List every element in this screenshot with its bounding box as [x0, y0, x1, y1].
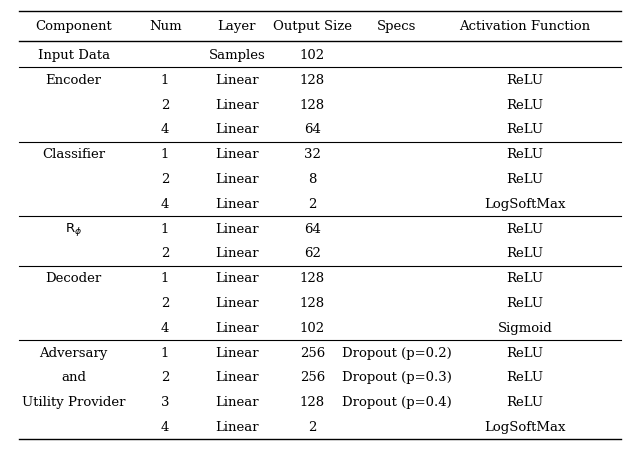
Text: 102: 102: [300, 49, 325, 62]
Text: Linear: Linear: [215, 74, 259, 87]
Text: Layer: Layer: [218, 20, 256, 33]
Text: Linear: Linear: [215, 346, 259, 359]
Text: Linear: Linear: [215, 272, 259, 285]
Text: 62: 62: [304, 247, 321, 260]
Text: Linear: Linear: [215, 198, 259, 210]
Text: 4: 4: [161, 321, 170, 334]
Text: ReLU: ReLU: [506, 346, 543, 359]
Text: 4: 4: [161, 198, 170, 210]
Text: 128: 128: [300, 396, 325, 408]
Text: 2: 2: [161, 99, 170, 111]
Text: ReLU: ReLU: [506, 123, 543, 136]
Text: 1: 1: [161, 272, 170, 285]
Text: Linear: Linear: [215, 321, 259, 334]
Text: 1: 1: [161, 346, 170, 359]
Text: 2: 2: [161, 371, 170, 384]
Text: 1: 1: [161, 222, 170, 235]
Text: Linear: Linear: [215, 123, 259, 136]
Text: Encoder: Encoder: [45, 74, 102, 87]
Text: Sigmoid: Sigmoid: [497, 321, 552, 334]
Text: Linear: Linear: [215, 297, 259, 309]
Text: 3: 3: [161, 396, 170, 408]
Text: Linear: Linear: [215, 371, 259, 384]
Text: ReLU: ReLU: [506, 74, 543, 87]
Text: ReLU: ReLU: [506, 371, 543, 384]
Text: Classifier: Classifier: [42, 148, 105, 161]
Text: Linear: Linear: [215, 247, 259, 260]
Text: 128: 128: [300, 74, 325, 87]
Text: Linear: Linear: [215, 222, 259, 235]
Text: ReLU: ReLU: [506, 173, 543, 186]
Text: Samples: Samples: [209, 49, 265, 62]
Text: Dropout (p=0.4): Dropout (p=0.4): [342, 396, 452, 408]
Text: ReLU: ReLU: [506, 247, 543, 260]
Text: Num: Num: [149, 20, 181, 33]
Text: Utility Provider: Utility Provider: [22, 396, 125, 408]
Text: 64: 64: [304, 222, 321, 235]
Text: Decoder: Decoder: [45, 272, 102, 285]
Text: Dropout (p=0.2): Dropout (p=0.2): [342, 346, 452, 359]
Text: 64: 64: [304, 123, 321, 136]
Text: 8: 8: [308, 173, 317, 186]
Text: Input Data: Input Data: [38, 49, 109, 62]
Text: Activation Function: Activation Function: [460, 20, 590, 33]
Text: Linear: Linear: [215, 99, 259, 111]
Text: 1: 1: [161, 74, 170, 87]
Text: ReLU: ReLU: [506, 148, 543, 161]
Text: 2: 2: [308, 198, 317, 210]
Text: 2: 2: [161, 247, 170, 260]
Text: Linear: Linear: [215, 420, 259, 433]
Text: 2: 2: [161, 173, 170, 186]
Text: ReLU: ReLU: [506, 297, 543, 309]
Text: 2: 2: [308, 420, 317, 433]
Text: and: and: [61, 371, 86, 384]
Text: 256: 256: [300, 346, 325, 359]
Text: Output Size: Output Size: [273, 20, 352, 33]
Text: $\mathrm{R}_{\phi}$: $\mathrm{R}_{\phi}$: [65, 220, 82, 237]
Text: 4: 4: [161, 123, 170, 136]
Text: ReLU: ReLU: [506, 272, 543, 285]
Text: 32: 32: [304, 148, 321, 161]
Text: 2: 2: [161, 297, 170, 309]
Text: ReLU: ReLU: [506, 396, 543, 408]
Text: Linear: Linear: [215, 148, 259, 161]
Text: 102: 102: [300, 321, 325, 334]
Text: ReLU: ReLU: [506, 99, 543, 111]
Text: LogSoftMax: LogSoftMax: [484, 420, 566, 433]
Text: 4: 4: [161, 420, 170, 433]
Text: Specs: Specs: [377, 20, 417, 33]
Text: Adversary: Adversary: [40, 346, 108, 359]
Text: 256: 256: [300, 371, 325, 384]
Text: 128: 128: [300, 297, 325, 309]
Text: Linear: Linear: [215, 396, 259, 408]
Text: Component: Component: [35, 20, 112, 33]
Text: Linear: Linear: [215, 173, 259, 186]
Text: LogSoftMax: LogSoftMax: [484, 198, 566, 210]
Text: ReLU: ReLU: [506, 222, 543, 235]
Text: 128: 128: [300, 99, 325, 111]
Text: 128: 128: [300, 272, 325, 285]
Text: Dropout (p=0.3): Dropout (p=0.3): [342, 371, 452, 384]
Text: 1: 1: [161, 148, 170, 161]
